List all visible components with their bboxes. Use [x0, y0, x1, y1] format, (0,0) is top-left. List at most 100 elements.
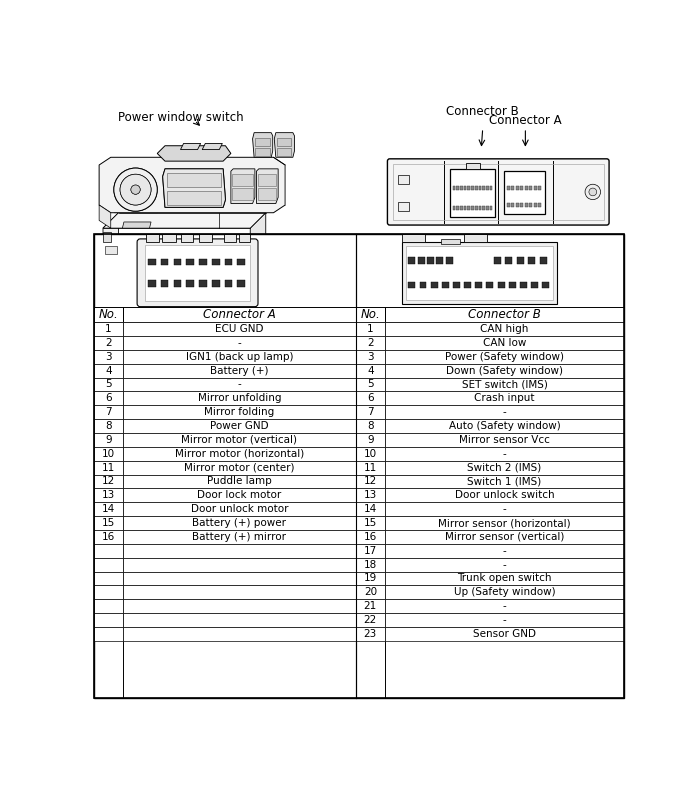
Bar	[123, 600, 356, 613]
Bar	[486, 282, 493, 288]
Bar	[94, 364, 123, 377]
Bar	[385, 419, 624, 433]
Bar	[232, 174, 253, 186]
Bar	[356, 488, 385, 502]
Bar	[94, 544, 123, 558]
Bar	[123, 336, 356, 350]
Text: 13: 13	[364, 490, 377, 501]
Text: 11: 11	[364, 463, 377, 472]
Bar	[398, 202, 409, 211]
Bar	[356, 475, 385, 488]
Bar	[123, 377, 356, 392]
Text: 2: 2	[367, 338, 374, 348]
Bar	[542, 282, 550, 288]
Text: 4: 4	[105, 365, 112, 376]
Polygon shape	[165, 250, 182, 257]
Bar	[446, 257, 452, 263]
Bar	[471, 206, 474, 210]
Text: 3: 3	[428, 252, 433, 257]
Bar	[94, 447, 123, 460]
Bar	[123, 572, 356, 585]
Text: 7: 7	[367, 407, 374, 417]
Bar	[385, 308, 624, 322]
Text: -: -	[503, 615, 506, 625]
Bar	[123, 392, 356, 405]
Text: 3: 3	[367, 352, 374, 361]
Bar	[123, 627, 356, 641]
Circle shape	[114, 168, 158, 211]
Bar	[123, 460, 356, 475]
Bar	[356, 336, 385, 350]
Bar	[509, 282, 516, 288]
Bar	[225, 281, 232, 286]
Text: 20: 20	[508, 277, 516, 282]
Text: CAN low: CAN low	[483, 338, 526, 348]
Text: 16: 16	[464, 277, 472, 282]
Polygon shape	[274, 133, 295, 157]
Bar	[123, 502, 356, 516]
Text: 1: 1	[150, 251, 154, 259]
Text: 8: 8	[239, 251, 244, 259]
Bar	[460, 186, 463, 191]
Bar	[356, 433, 385, 447]
Bar	[479, 206, 482, 210]
Bar	[123, 488, 356, 502]
Bar	[517, 257, 524, 263]
Bar	[540, 257, 547, 263]
Bar	[356, 585, 385, 600]
Bar	[356, 308, 385, 322]
Bar	[505, 171, 545, 214]
Text: 14: 14	[102, 504, 115, 514]
Text: Mirror unfolding: Mirror unfolding	[197, 393, 281, 403]
Bar	[402, 234, 426, 242]
Text: 13: 13	[198, 273, 208, 282]
Text: 10: 10	[102, 448, 115, 459]
Bar	[385, 502, 624, 516]
Polygon shape	[162, 168, 225, 207]
Text: 15: 15	[453, 277, 461, 282]
FancyBboxPatch shape	[387, 159, 609, 225]
Bar	[498, 282, 505, 288]
Bar	[531, 282, 538, 288]
Bar	[393, 165, 603, 220]
Bar	[468, 206, 470, 210]
Bar	[486, 206, 489, 210]
FancyBboxPatch shape	[137, 239, 258, 307]
Bar	[505, 257, 512, 263]
Bar	[385, 392, 624, 405]
Bar	[94, 600, 123, 613]
Bar	[356, 558, 385, 572]
Bar	[258, 188, 276, 199]
Polygon shape	[162, 168, 225, 207]
Text: Mirror motor (vertical): Mirror motor (vertical)	[181, 435, 298, 445]
Text: 1: 1	[367, 324, 374, 334]
Bar	[123, 558, 356, 572]
Bar	[145, 245, 251, 301]
Text: 1: 1	[105, 324, 112, 334]
Bar	[356, 502, 385, 516]
Bar	[94, 502, 123, 516]
Bar	[452, 206, 455, 210]
Bar	[479, 186, 482, 191]
Bar	[258, 174, 276, 186]
Bar	[516, 186, 519, 191]
Bar	[490, 186, 492, 191]
Bar	[224, 234, 237, 242]
Bar	[94, 322, 123, 336]
Text: 11: 11	[408, 277, 416, 282]
Bar	[94, 350, 123, 364]
Text: -: -	[503, 448, 506, 459]
Text: Mirror sensor (vertical): Mirror sensor (vertical)	[444, 532, 564, 542]
Text: 14: 14	[211, 273, 220, 282]
Bar	[94, 613, 123, 627]
Text: ECU GND: ECU GND	[215, 324, 264, 334]
Bar	[186, 259, 194, 265]
Text: Battery (+) power: Battery (+) power	[193, 518, 286, 528]
Text: 16: 16	[237, 273, 246, 282]
Text: 1: 1	[410, 252, 414, 257]
Bar	[255, 138, 270, 146]
Bar	[356, 544, 385, 558]
Text: Door unlock motor: Door unlock motor	[190, 504, 288, 514]
Bar	[490, 206, 492, 210]
Bar	[385, 544, 624, 558]
